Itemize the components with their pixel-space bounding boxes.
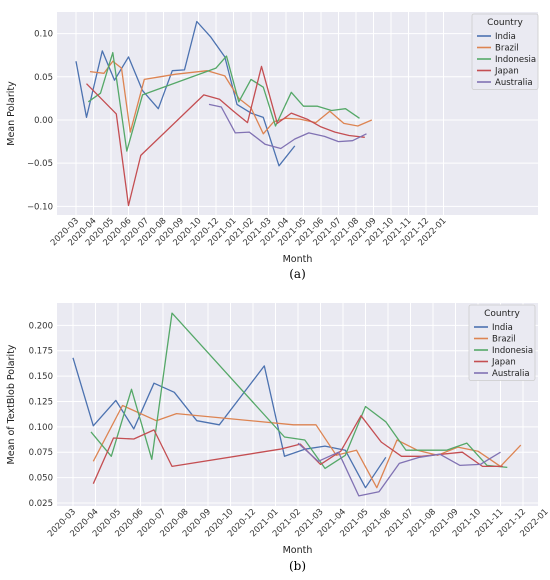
series-line-brazil xyxy=(92,404,522,489)
chart-a: −0.10−0.050.000.050.102020-032020-042020… xyxy=(6,12,539,281)
legend-label-india: India xyxy=(492,323,513,333)
legend-label-australia: Australia xyxy=(492,369,530,379)
y-tick-label: −0.05 xyxy=(27,159,53,169)
caption: (b) xyxy=(289,559,306,573)
series-line-india xyxy=(75,20,296,167)
legend-label-brazil: Brazil xyxy=(492,335,516,345)
legend-label-indonesia: Indonesia xyxy=(495,55,536,65)
legend-title: Country xyxy=(487,18,523,28)
y-tick-label: 0.200 xyxy=(29,321,53,331)
series-line-indonesia xyxy=(87,51,360,152)
legend-label-japan: Japan xyxy=(491,358,516,368)
series-line-australia xyxy=(297,442,501,497)
legend-title: Country xyxy=(484,309,520,319)
y-axis-label: Mean of TextBlob Polarity xyxy=(6,344,17,464)
y-tick-label: 0.10 xyxy=(34,30,53,40)
y-tick-label: 0.05 xyxy=(34,73,53,83)
y-tick-label: −0.10 xyxy=(27,202,53,212)
y-tick-label: 0.100 xyxy=(29,423,53,433)
y-tick-label: 0.150 xyxy=(29,372,53,382)
y-tick-label: 0.00 xyxy=(34,116,53,126)
series-line-australia xyxy=(208,103,367,150)
series-line-brazil xyxy=(89,60,373,135)
series-line-japan xyxy=(92,415,503,484)
legend-label-indonesia: Indonesia xyxy=(492,346,533,356)
y-tick-label: 0.075 xyxy=(29,448,53,458)
legend-label-australia: Australia xyxy=(495,78,533,88)
series-line-india xyxy=(72,357,387,489)
x-axis-label: Month xyxy=(283,545,313,556)
y-tick-label: 0.025 xyxy=(29,499,53,509)
y-tick-label: 0.050 xyxy=(29,474,53,484)
legend-label-brazil: Brazil xyxy=(495,44,519,54)
series-line-japan xyxy=(86,65,365,207)
caption: (a) xyxy=(289,267,306,281)
y-tick-label: 0.175 xyxy=(29,347,53,357)
y-axis-label: Mean Polarity xyxy=(6,81,17,146)
y-tick-label: 0.125 xyxy=(29,397,53,407)
plot-area xyxy=(57,12,538,215)
legend-label-japan: Japan xyxy=(494,67,519,77)
series-line-indonesia xyxy=(90,312,508,470)
x-axis-label: Month xyxy=(283,254,313,265)
legend-label-india: India xyxy=(495,32,516,42)
chart-b: 0.025 0.050 0.075 0.100 0.125 0.150 0.175 0.200… xyxy=(6,303,550,573)
